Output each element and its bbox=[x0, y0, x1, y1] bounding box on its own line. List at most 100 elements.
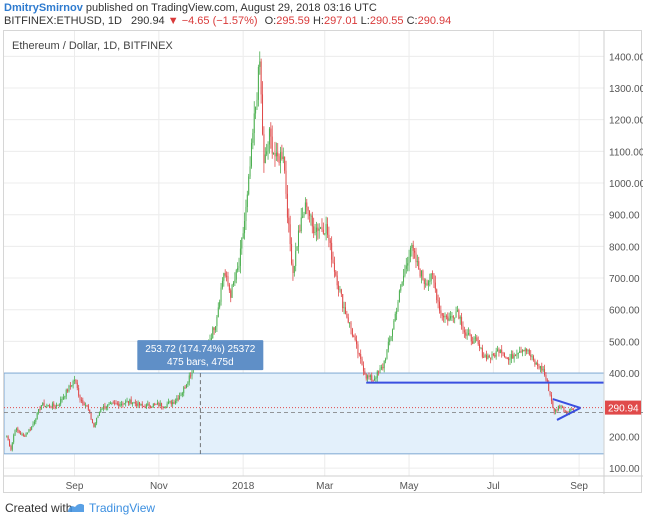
x-tick-label: Sep bbox=[66, 481, 84, 492]
candle-body bbox=[549, 391, 551, 395]
candle-body bbox=[403, 275, 405, 282]
candle-body bbox=[550, 394, 552, 402]
candle-body bbox=[27, 432, 29, 434]
candle-body bbox=[505, 357, 507, 359]
candle-body bbox=[559, 405, 561, 407]
candle-body bbox=[11, 442, 13, 450]
candle-body bbox=[15, 428, 17, 430]
candle-body bbox=[232, 282, 234, 285]
candle-body bbox=[54, 405, 56, 407]
tradingview-brand-link[interactable]: TradingView bbox=[89, 501, 156, 515]
candle-body bbox=[332, 259, 334, 263]
candle-body bbox=[539, 365, 541, 369]
candle-body bbox=[96, 417, 98, 424]
candle-body bbox=[18, 430, 20, 433]
candle-body bbox=[548, 382, 550, 392]
candle-body bbox=[408, 256, 410, 264]
candle-body bbox=[356, 339, 358, 345]
candle-body bbox=[277, 152, 279, 157]
candle-body bbox=[560, 406, 562, 408]
candle-body bbox=[68, 385, 70, 392]
last-price-tag-label: 290.94 bbox=[608, 404, 639, 415]
chart-area[interactable]: 253.72 (174.74%) 25372 475 bars, 475d 100… bbox=[3, 30, 643, 494]
candle-body bbox=[264, 154, 266, 164]
candle-body bbox=[179, 395, 181, 400]
candle-body bbox=[531, 356, 533, 358]
candle-body bbox=[472, 341, 474, 344]
candle-body bbox=[284, 156, 286, 171]
candle-body bbox=[433, 274, 435, 283]
candle-body bbox=[136, 403, 138, 406]
candle-body bbox=[155, 403, 157, 405]
candle-body bbox=[156, 402, 158, 404]
candle-body bbox=[342, 294, 344, 309]
candle-body bbox=[72, 380, 74, 386]
candle-body bbox=[325, 224, 327, 234]
candle-body bbox=[541, 365, 543, 371]
candle-body bbox=[360, 354, 362, 359]
candle-body bbox=[321, 227, 323, 230]
y-tick-label: 1100.00 bbox=[609, 147, 643, 158]
candle-body bbox=[159, 403, 161, 407]
candle-body bbox=[357, 344, 359, 354]
candle-body bbox=[111, 402, 113, 404]
candle-body bbox=[368, 375, 370, 377]
candle-body bbox=[479, 344, 481, 348]
symbol-line: BITFINEX:ETHUSD, 1D 290.94 ▼ −4.65 (−1.5… bbox=[4, 15, 451, 27]
candle-body bbox=[481, 347, 483, 357]
candle-body bbox=[56, 404, 58, 407]
candle-body bbox=[212, 327, 214, 339]
x-tick-label: May bbox=[400, 481, 419, 492]
candle-body bbox=[169, 401, 171, 403]
candle-body bbox=[441, 313, 443, 316]
candle-body bbox=[250, 142, 252, 167]
candle-body bbox=[60, 399, 62, 405]
candle-body bbox=[51, 403, 53, 408]
candle-body bbox=[108, 403, 110, 405]
candle-body bbox=[335, 271, 337, 276]
candle-body bbox=[185, 384, 187, 388]
candle-body bbox=[545, 375, 547, 380]
author-link[interactable]: DmitrySmirnov bbox=[4, 2, 83, 14]
candle-body bbox=[568, 410, 570, 414]
candle-body bbox=[83, 403, 85, 406]
candle-body bbox=[327, 224, 329, 235]
candle-body bbox=[163, 406, 165, 408]
candle-body bbox=[89, 409, 91, 413]
y-tick-label: 800.00 bbox=[609, 242, 640, 253]
candle-body bbox=[191, 369, 193, 376]
candle-body bbox=[285, 170, 287, 194]
candle-body bbox=[150, 406, 152, 408]
candle-body bbox=[498, 349, 500, 353]
candle-body bbox=[28, 429, 30, 433]
candle-body bbox=[491, 354, 493, 359]
candle-body bbox=[436, 289, 438, 301]
candle-body bbox=[314, 231, 316, 234]
candle-body bbox=[127, 401, 129, 404]
tradingview-logo-icon[interactable] bbox=[67, 500, 85, 514]
candle-body bbox=[483, 356, 485, 358]
candle-body bbox=[405, 265, 407, 269]
published-text: published on TradingView.com, August 29,… bbox=[82, 2, 377, 14]
candle-body bbox=[526, 348, 528, 352]
created-with-label: Created with bbox=[5, 501, 73, 515]
candle-body bbox=[503, 353, 505, 358]
candle-body bbox=[386, 349, 388, 359]
candle-body bbox=[382, 367, 384, 369]
candle-body bbox=[173, 402, 175, 404]
candle-body bbox=[266, 151, 268, 155]
candle-body bbox=[154, 403, 156, 405]
candle-body bbox=[40, 405, 42, 410]
candle-body bbox=[513, 355, 515, 359]
candle-body bbox=[286, 193, 288, 218]
candle-body bbox=[31, 426, 33, 430]
candle-body bbox=[71, 385, 73, 387]
candle-body bbox=[564, 411, 566, 413]
candle-body bbox=[328, 234, 330, 241]
price-chart[interactable]: 253.72 (174.74%) 25372 475 bars, 475d 100… bbox=[4, 31, 643, 494]
candle-body bbox=[239, 248, 241, 266]
candle-body bbox=[452, 316, 454, 319]
x-tick-label: Sep bbox=[570, 481, 588, 492]
candle-body bbox=[267, 144, 269, 152]
down-arrow-icon: ▼ bbox=[167, 15, 179, 27]
